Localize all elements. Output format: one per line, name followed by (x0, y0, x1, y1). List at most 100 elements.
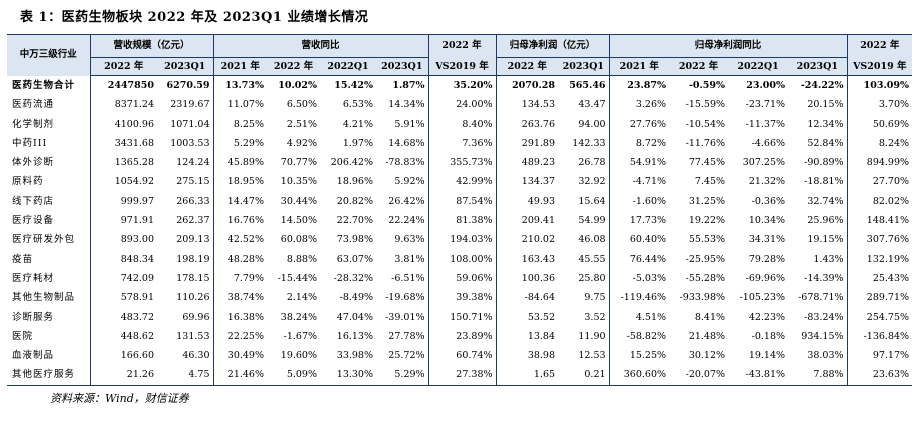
value-cell: 0.21 (558, 365, 610, 386)
industry-name-cell: 医院 (12, 330, 34, 342)
value-cell: 8371.24 (89, 95, 157, 115)
value-cell: 26.42% (388, 195, 425, 207)
value-cell: 4.51% (608, 307, 670, 327)
value-cell: 206.42% (330, 157, 374, 169)
value-cell: 22.25% (212, 326, 268, 347)
industry-name-cell: 中药III (12, 137, 48, 149)
value-cell: 565.46 (569, 80, 606, 91)
table-row: 其他医疗服务 21.26 4.75 21.46% 5.09% 13.30% 5.29% 27.… (7, 365, 913, 386)
value-cell: 8.88% (286, 253, 318, 265)
value-cell: 46.30 (182, 350, 210, 362)
industry-name-cell: 医疗耗材 (12, 272, 55, 284)
value-cell: 307.25% (742, 157, 786, 169)
value-cell: -43.81% (728, 365, 789, 386)
value-cell: 142.33 (572, 137, 606, 149)
value-cell: 77.45% (688, 157, 726, 169)
value-cell: 73.98% (336, 234, 374, 246)
value-cell: -20.07% (669, 365, 729, 386)
value-cell: 10.35% (280, 176, 318, 188)
industry-name-cell: 化学制剂 (12, 118, 55, 130)
net-profit-vs2019-header: 2022 年 (846, 34, 913, 58)
value-cell: 1.87% (392, 80, 425, 91)
table-row: 医院 448.62 131.53 22.25% -1.67% 16.13% 27.78% 23… (7, 326, 913, 347)
value-cell: 18.96% (336, 176, 374, 188)
value-cell: -78.83% (385, 157, 425, 169)
value-cell: 3.26% (608, 95, 670, 115)
value-cell: 131.53 (176, 330, 210, 342)
net-profit-header: 归母净利润（亿元） (495, 34, 610, 58)
value-cell: 15.42% (334, 80, 374, 91)
value-cell: -14.39% (804, 272, 844, 284)
value-cell: 254.75% (846, 307, 913, 327)
value-cell: 7.36% (427, 133, 497, 154)
value-cell: -11.37% (745, 118, 786, 130)
value-cell: 23.00% (746, 80, 786, 91)
subheader: 2021 年 (608, 57, 670, 76)
value-cell: 16.13% (336, 330, 374, 342)
value-cell: 894.99% (846, 153, 913, 173)
table-row: 医疗研发外包 893.00 209.13 42.52% 60.08% 73.98% 9.63… (7, 230, 913, 250)
value-cell: 163.43 (495, 249, 559, 269)
value-cell: 39.38% (427, 288, 497, 308)
value-cell: 124.24 (176, 157, 210, 169)
value-cell: 19.22% (688, 215, 726, 227)
value-cell: 178.15 (176, 272, 210, 284)
value-cell: 4.92% (286, 137, 318, 149)
table-row: 中药III 3431.68 1003.53 5.29% 4.92% 1.97% 14.68%… (7, 133, 913, 154)
value-cell: 87.54% (427, 191, 497, 212)
table-row: 医药流通 8371.24 2319.67 11.07% 6.50% 6.53% 14.34%… (7, 95, 913, 115)
subheader: 2022 年 (495, 57, 559, 76)
value-cell: 2.51% (286, 118, 318, 130)
value-cell: 7.88% (788, 365, 848, 386)
value-cell: 82.02% (846, 191, 913, 212)
value-cell: 7.45% (694, 176, 726, 188)
value-cell: -1.67% (283, 330, 318, 342)
value-cell: 19.15% (807, 234, 844, 246)
value-cell: 13.30% (320, 365, 377, 386)
subheader: 2022 年 (89, 57, 157, 76)
value-cell: 54.99 (578, 215, 606, 227)
value-cell: 209.41 (495, 211, 559, 231)
value-cell: 70.77% (280, 157, 318, 169)
value-cell: 16.38% (212, 307, 268, 327)
value-cell: 76.44% (608, 249, 670, 269)
value-cell: 4.75 (157, 365, 214, 386)
value-cell: 33.98% (336, 350, 374, 362)
subheader: 2021 年 (212, 57, 268, 76)
value-cell: 5.29% (212, 133, 268, 154)
table-row: 原料药 1054.92 275.15 18.95% 10.35% 18.96% 5.92% 4… (7, 172, 913, 192)
value-cell: 59.06% (427, 268, 497, 289)
revenue-yoy-header: 营收同比 (212, 34, 429, 58)
value-cell: 52.84% (807, 137, 844, 149)
value-cell: 27.38% (427, 365, 497, 386)
value-cell: 134.37 (495, 172, 559, 192)
value-cell: -678.71% (798, 292, 844, 304)
value-cell: 3431.68 (89, 133, 157, 154)
value-cell: 42.23% (748, 311, 786, 323)
value-cell: 2447850 (89, 75, 157, 96)
value-cell: 97.17% (846, 346, 913, 366)
value-cell: 24.00% (427, 95, 497, 115)
value-cell: 166.60 (89, 346, 157, 366)
value-cell: 578.91 (89, 288, 157, 308)
value-cell: 489.23 (495, 153, 559, 173)
value-cell: 3.52 (584, 311, 606, 323)
value-cell: 14.34% (388, 99, 425, 111)
net-profit-yoy-header: 归母净利润同比 (608, 34, 848, 58)
value-cell: 16.76% (212, 211, 268, 231)
subheader: 2023Q1 (558, 57, 610, 76)
total-row: 医药生物合计 2447850 6270.59 13.73% 10.02% 15.42% 1.… (7, 75, 913, 96)
table-row: 医疗设备 971.91 262.37 16.76% 14.50% 22.70% 22.24%… (7, 211, 913, 231)
value-cell: 194.03% (427, 230, 497, 250)
value-cell: 6270.59 (166, 80, 210, 91)
value-cell: 307.76% (846, 230, 913, 250)
subheader: VS2019 年 (427, 57, 497, 76)
value-cell: 45.55 (578, 253, 606, 265)
value-cell: 262.37 (176, 215, 210, 227)
value-cell: 49.93 (495, 191, 559, 212)
table-title: 表 1：医药生物板块 2022 年及 2023Q1 业绩增长情况 (20, 10, 369, 25)
value-cell: 15.64 (578, 195, 606, 207)
value-cell: 13.84 (495, 326, 559, 347)
value-cell: 848.34 (89, 249, 157, 269)
value-cell: 60.40% (608, 230, 670, 250)
